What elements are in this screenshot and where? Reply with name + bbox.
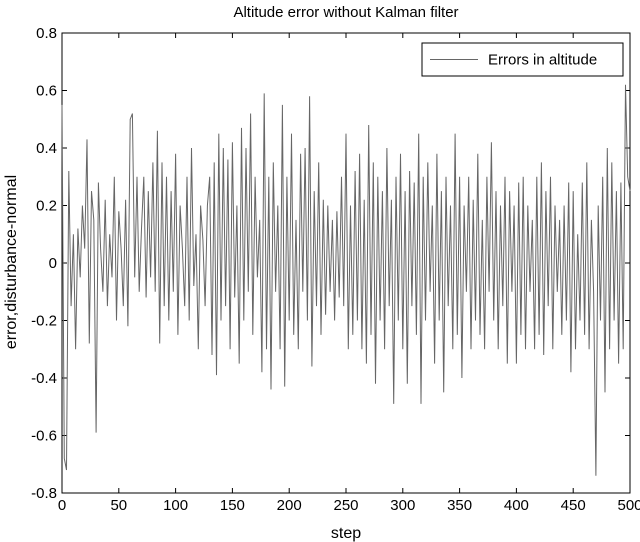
- x-tick-label: 100: [163, 497, 188, 514]
- y-tick-label: 0.8: [36, 25, 57, 42]
- x-tick-label: 0: [58, 497, 66, 514]
- y-tick-label: -0.6: [31, 428, 57, 445]
- y-tick-label: -0.2: [31, 313, 57, 330]
- chart-title: Altitude error without Kalman filter: [233, 4, 458, 21]
- y-tick-label: 0: [49, 255, 57, 272]
- series-line-errors-in-altitude: [61, 84, 631, 476]
- x-tick-label: 50: [110, 497, 127, 514]
- y-tick-label: -0.4: [31, 370, 57, 387]
- y-tick-label: 0.2: [36, 198, 57, 215]
- x-tick-label: 450: [561, 497, 586, 514]
- x-tick-label: 400: [504, 497, 529, 514]
- y-tick-label: 0.6: [36, 83, 57, 100]
- y-tick-label: 0.4: [36, 140, 57, 157]
- x-tick-label: 200: [277, 497, 302, 514]
- legend: Errors in altitude: [421, 42, 624, 77]
- axis-ticks: 0 50 100 150 200 250 300 350 400 450 500 -0.8 -0.6 -0…: [31, 25, 640, 514]
- x-tick-label: 250: [333, 497, 358, 514]
- x-tick-label: 300: [390, 497, 415, 514]
- legend-label: Errors in altitude: [488, 52, 597, 69]
- x-tick-label: 150: [220, 497, 245, 514]
- x-tick-label: 500: [617, 497, 640, 514]
- series-group: [61, 84, 631, 476]
- y-axis-label: error,disturbance-normal: [3, 175, 20, 349]
- y-tick-label: -0.8: [31, 485, 57, 502]
- x-axis-label: step: [331, 525, 361, 542]
- x-tick-label: 350: [447, 497, 472, 514]
